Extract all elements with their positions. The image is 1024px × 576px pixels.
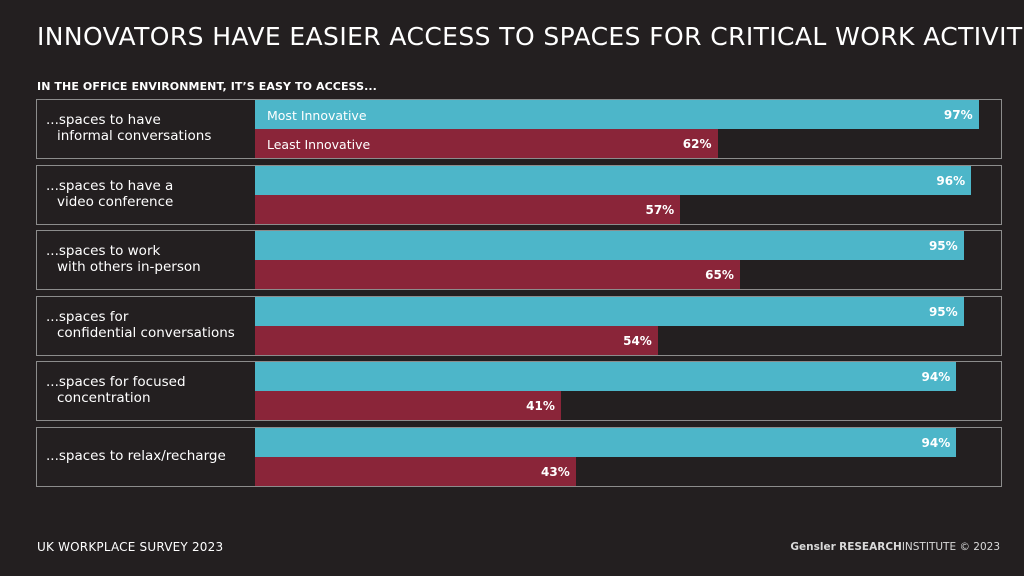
category-label-line: confidential conversations <box>57 325 235 341</box>
data-label: 41% <box>526 399 555 413</box>
bar-least-innovative: 57% <box>255 195 681 224</box>
category-label-line: video conference <box>57 194 174 210</box>
category-label-line: ...spaces to relax/recharge <box>46 448 226 464</box>
category-label-line: concentration <box>57 390 151 406</box>
chart-title: INNOVATORS HAVE EASIER ACCESS TO SPACES … <box>37 22 1024 51</box>
category-label: ...spaces to work with others in-person <box>46 243 246 275</box>
category-group: ...spaces to have informal conversations M… <box>36 99 1002 159</box>
category-group: ...spaces to work with others in-person 95… <box>36 230 1002 290</box>
chart-subtitle: IN THE OFFICE ENVIRONMENT, IT’S EASY TO … <box>37 80 377 93</box>
bar-most-innovative: Most Innovative 97% <box>255 100 979 129</box>
category-label: ...spaces for focused concentration <box>46 374 246 406</box>
data-label: 94% <box>921 436 951 450</box>
category-label: ...spaces to relax/recharge <box>46 448 246 464</box>
data-label: 97% <box>943 108 973 122</box>
data-label: 65% <box>705 268 734 282</box>
category-group: ...spaces to relax/recharge 94% 43% <box>36 427 1002 487</box>
category-group: ...spaces to have a video conference 96% 57… <box>36 165 1002 225</box>
data-label: 95% <box>928 239 958 253</box>
bar-least-innovative: 54% <box>255 326 658 355</box>
category-label-line: informal conversations <box>57 128 212 144</box>
bar-least-innovative: 65% <box>255 260 740 289</box>
category-label-line: ...spaces to have a <box>46 178 174 194</box>
brand-research: RESEARCH <box>839 541 902 553</box>
bar-most-innovative: 95% <box>255 297 964 326</box>
bar-most-innovative: 96% <box>255 166 972 195</box>
survey-label: UK WORKPLACE SURVEY 2023 <box>37 540 224 554</box>
bar-least-innovative: Least Innovative 62% <box>255 129 718 158</box>
bar-most-innovative: 94% <box>255 428 957 457</box>
series-label: Least Innovative <box>267 137 371 152</box>
category-label: ...spaces to have informal conversations <box>46 112 246 144</box>
category-group: ...spaces for focused concentration 94% 41% <box>36 361 1002 421</box>
brand-institute: INSTITUTE <box>901 541 957 553</box>
data-label: 94% <box>921 370 951 384</box>
category-label-line: ...spaces for focused <box>46 374 186 390</box>
bar-chart: ...spaces to have informal conversations M… <box>36 99 1002 487</box>
bar-least-innovative: 43% <box>255 457 576 486</box>
series-label: Most Innovative <box>267 108 367 123</box>
category-label-line: ...spaces to work <box>46 243 161 259</box>
category-label: ...spaces to have a video conference <box>46 178 246 210</box>
data-label: 54% <box>623 334 652 348</box>
category-label-line: with others in-person <box>57 259 201 275</box>
data-label: 96% <box>936 174 966 188</box>
brand-copyright: © 2023 <box>959 541 1000 553</box>
bar-most-innovative: 95% <box>255 231 964 260</box>
data-label: 95% <box>928 305 958 319</box>
bar-least-innovative: 41% <box>255 391 561 420</box>
brand-credit: Gensler RESEARCHINSTITUTE © 2023 <box>790 541 1000 553</box>
data-label: 43% <box>541 465 570 479</box>
bar-most-innovative: 94% <box>255 362 957 391</box>
category-label: ...spaces for confidential conversations <box>46 309 246 341</box>
data-label: 62% <box>682 137 712 151</box>
category-group: ...spaces for confidential conversations 9… <box>36 296 1002 356</box>
brand-name: Gensler <box>790 541 836 553</box>
data-label: 57% <box>645 203 675 217</box>
category-label-line: ...spaces to have <box>46 112 161 128</box>
category-label-line: ...spaces for <box>46 309 129 325</box>
